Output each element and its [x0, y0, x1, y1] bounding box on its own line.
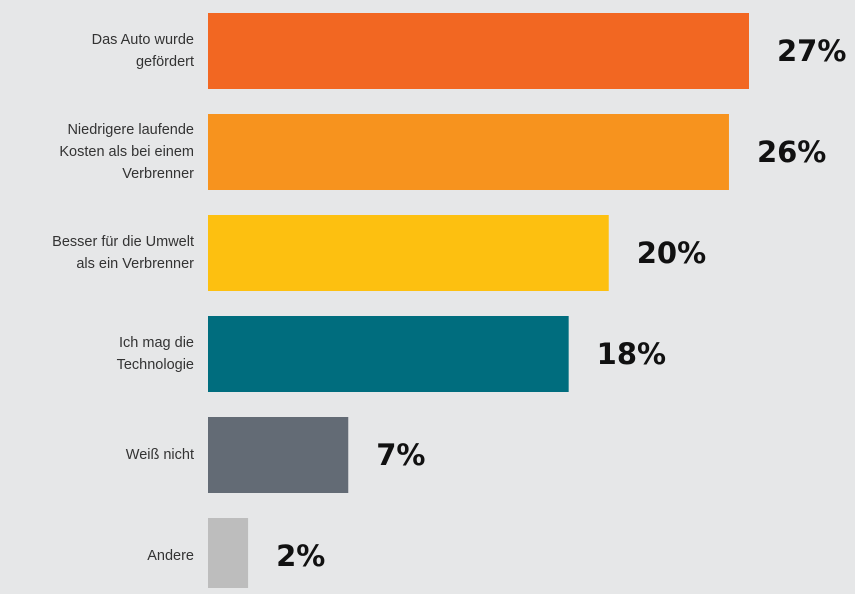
category-label: Andere [147, 548, 194, 564]
category-label: Niedrigere laufende Kosten als bei einem… [59, 122, 194, 182]
value-label: 27% [777, 34, 846, 68]
category-label: Weiß nicht [125, 447, 194, 463]
bar [208, 114, 729, 190]
value-label: 2% [276, 539, 325, 573]
value-label: 20% [637, 236, 706, 270]
bar [208, 417, 349, 493]
bar [208, 215, 609, 291]
bar [208, 13, 749, 89]
value-label: 7% [376, 438, 425, 472]
value-label: 18% [597, 337, 666, 371]
bar [208, 518, 249, 588]
category-label: Das Auto wurde gefördert [91, 32, 194, 70]
category-label: Besser für die Umwelt als ein Verbrenner [52, 234, 194, 272]
category-label: Ich mag die Technologie [116, 335, 194, 373]
bar [208, 316, 569, 392]
value-label: 26% [757, 135, 826, 169]
